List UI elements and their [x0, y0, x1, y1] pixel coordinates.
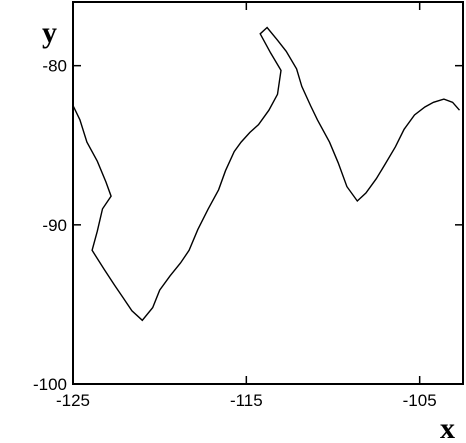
x-axis-title: x: [440, 412, 455, 443]
x-tick-label: -105: [403, 391, 437, 410]
series-line: [72, 26, 461, 322]
series-layer: [72, 26, 461, 322]
y-tick-label: -90: [42, 216, 67, 235]
axis-ticks: -125 -115 -105 -80 -90 -100: [33, 2, 463, 410]
y-tick-label: -80: [42, 57, 67, 76]
y-tick-label: -100: [33, 375, 67, 394]
x-tick-label: -115: [230, 391, 263, 410]
x-tick-label: -125: [56, 391, 90, 410]
y-axis-title: y: [42, 16, 57, 49]
plot-frame: [72, 1, 464, 385]
